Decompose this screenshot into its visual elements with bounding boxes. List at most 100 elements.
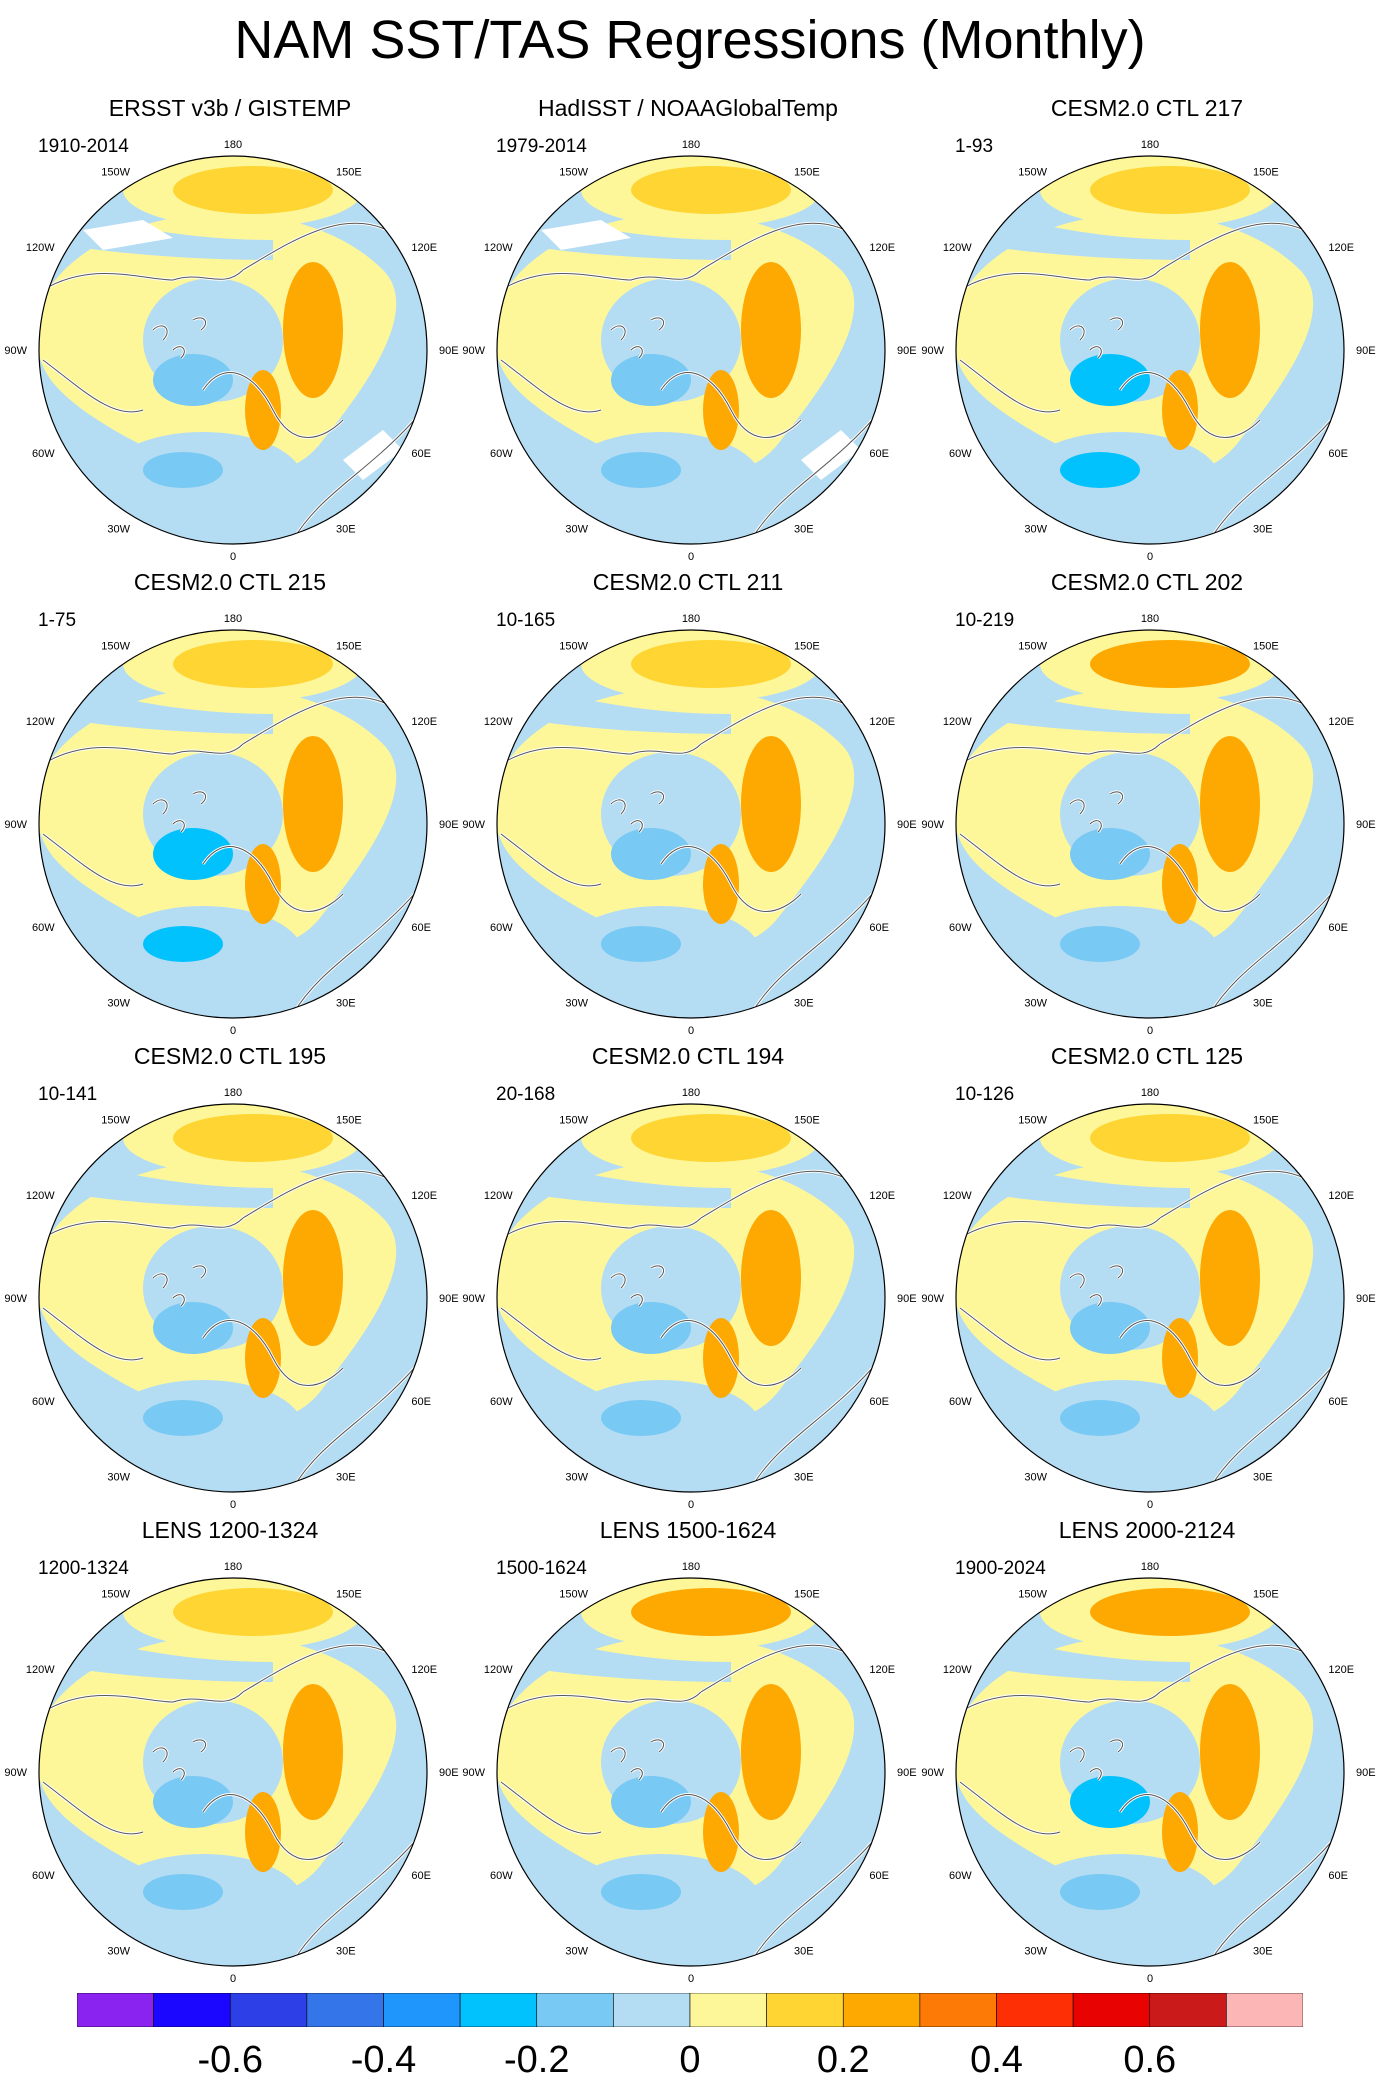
longitude-label: 30W (107, 523, 130, 535)
atlantic-core (601, 452, 681, 488)
map-panel: CESM2.0 CTL 125 10-126 180 150E 120E 90E 60E 30… (917, 948, 1377, 1511)
map-field (497, 1578, 885, 1966)
coastline (500, 359, 602, 413)
panel-period: 1-93 (955, 136, 994, 157)
arctic-core (1070, 828, 1150, 880)
coastline (750, 409, 882, 541)
longitude-label: 180 (1141, 613, 1159, 625)
longitude-label: 0 (688, 551, 694, 563)
main-title: NAM SST/TAS Regressions (Monthly) (234, 10, 1146, 70)
longitude-label: 30W (565, 997, 588, 1009)
atlantic-core (1060, 452, 1140, 488)
coastline (202, 372, 344, 438)
arctic-core (611, 828, 691, 880)
coastline (202, 1794, 344, 1860)
coastline (500, 269, 702, 291)
polar-map: 180 150E 120E 90E 60E 30E 0 30W 60W 90W 120W 150W (921, 139, 1375, 563)
longitude-label: 0 (230, 1025, 236, 1037)
panel-title: HadISST / NOAAGlobalTemp (538, 95, 838, 121)
scandinavia-core (1162, 1318, 1198, 1398)
longitude-label: 150E (1253, 1589, 1279, 1601)
longitude-label: 0 (230, 1973, 236, 1985)
coastline (42, 1217, 244, 1239)
map-panel: LENS 1500-1624 1500-1624 180 150E 120E 90E 60E… (458, 1422, 918, 1985)
colorbar-tick-label: 0.6 (1123, 2039, 1177, 2081)
longitude-label: 60E (1328, 1870, 1348, 1882)
map-panel: ERSST v3b / GISTEMP 1910-2014 180 150E 120E 9… (0, 0, 460, 563)
coastline (1119, 1794, 1261, 1860)
scandinavia-core (703, 844, 739, 924)
missing-data (801, 430, 861, 480)
longitude-label: 0 (1147, 1025, 1153, 1037)
coastline (500, 1691, 702, 1713)
eurasia-core (1200, 1684, 1260, 1820)
polar-map: 180 150E 120E 90E 60E 30E 0 30W 60W 90W 120W 150W (921, 613, 1375, 1037)
pacific-core (631, 640, 791, 688)
map-field (39, 1578, 427, 1966)
map-panel: LENS 1200-1324 1200-1324 180 150E 120E 90E 60E… (0, 1422, 460, 1985)
arctic-core (1070, 1302, 1150, 1354)
pacific-negative-band (39, 1622, 273, 1682)
arctic-core (1070, 1776, 1150, 1828)
longitude-label: 30E (336, 523, 356, 535)
panel-period: 1910-2014 (38, 136, 129, 157)
coastline (660, 846, 802, 912)
atlantic-core (143, 1400, 223, 1436)
longitude-label: 90E (897, 819, 917, 831)
panel-title: CESM2.0 CTL 211 (592, 569, 784, 595)
longitude-label: 60W (949, 1870, 972, 1882)
map-border (38, 629, 428, 1019)
arctic-core (611, 1302, 691, 1354)
arctic-core (153, 1776, 233, 1828)
longitude-label: 180 (682, 1087, 700, 1099)
longitude-label: 120W (484, 716, 513, 728)
scandinavia-core (1162, 844, 1198, 924)
coastline (500, 1781, 602, 1835)
coastline (959, 743, 1161, 765)
eurasia-core (1200, 262, 1260, 398)
longitude-label: 90E (439, 819, 459, 831)
longitude-label: 60E (411, 922, 431, 934)
pacific-core (1090, 1114, 1250, 1162)
panel-period: 20-168 (496, 1084, 556, 1105)
coastline (152, 1265, 206, 1307)
longitude-label: 120E (869, 1664, 895, 1676)
pacific-negative-band (956, 200, 1190, 260)
coastline (959, 1691, 1161, 1713)
coastline (152, 791, 206, 833)
longitude-label: 90E (897, 1767, 917, 1779)
polar-map: 180 150E 120E 90E 60E 30E 0 30W 60W 90W 120W 150W (921, 1087, 1375, 1511)
longitude-label: 180 (224, 613, 242, 625)
map-border (496, 629, 886, 1019)
longitude-label: 120W (26, 716, 55, 728)
pacific-core (1090, 166, 1250, 214)
longitude-label: 0 (1147, 1499, 1153, 1511)
map-field (497, 156, 885, 544)
longitude-label: 60E (869, 1870, 889, 1882)
map-panel: CESM2.0 CTL 217 1-93 180 150E 120E 90E 60E 30E 0… (917, 0, 1377, 563)
coastline (1069, 1265, 1123, 1307)
longitude-label: 30W (1024, 1945, 1047, 1957)
coastline (660, 1320, 802, 1386)
map-field (39, 630, 427, 1018)
longitude-label: 90W (462, 1293, 485, 1305)
colorbar-tick-label: 0.2 (816, 2039, 870, 2081)
coastline (42, 743, 244, 765)
eurasia-core (283, 736, 343, 872)
eurasia-core (283, 1684, 343, 1820)
longitude-label: 150W (101, 641, 130, 653)
pacific-negative-band (497, 1622, 731, 1682)
atlantic-core (601, 1400, 681, 1436)
map-border (955, 1103, 1345, 1493)
map-field (497, 1104, 885, 1492)
map-border (38, 1577, 428, 1967)
longitude-label: 180 (224, 1087, 242, 1099)
coastline (1119, 1320, 1261, 1386)
longitude-label: 30E (336, 1945, 356, 1957)
polar-map: 180 150E 120E 90E 60E 30E 0 30W 60W 90W 120W 150W (462, 1561, 917, 1985)
map-border (496, 155, 886, 545)
longitude-label: 60W (32, 1870, 55, 1882)
map-panel: CESM2.0 CTL 215 1-75 180 150E 120E 90E 60E 30E 0… (0, 474, 460, 1037)
longitude-label: 90E (897, 1293, 917, 1305)
coastline (610, 1739, 664, 1781)
